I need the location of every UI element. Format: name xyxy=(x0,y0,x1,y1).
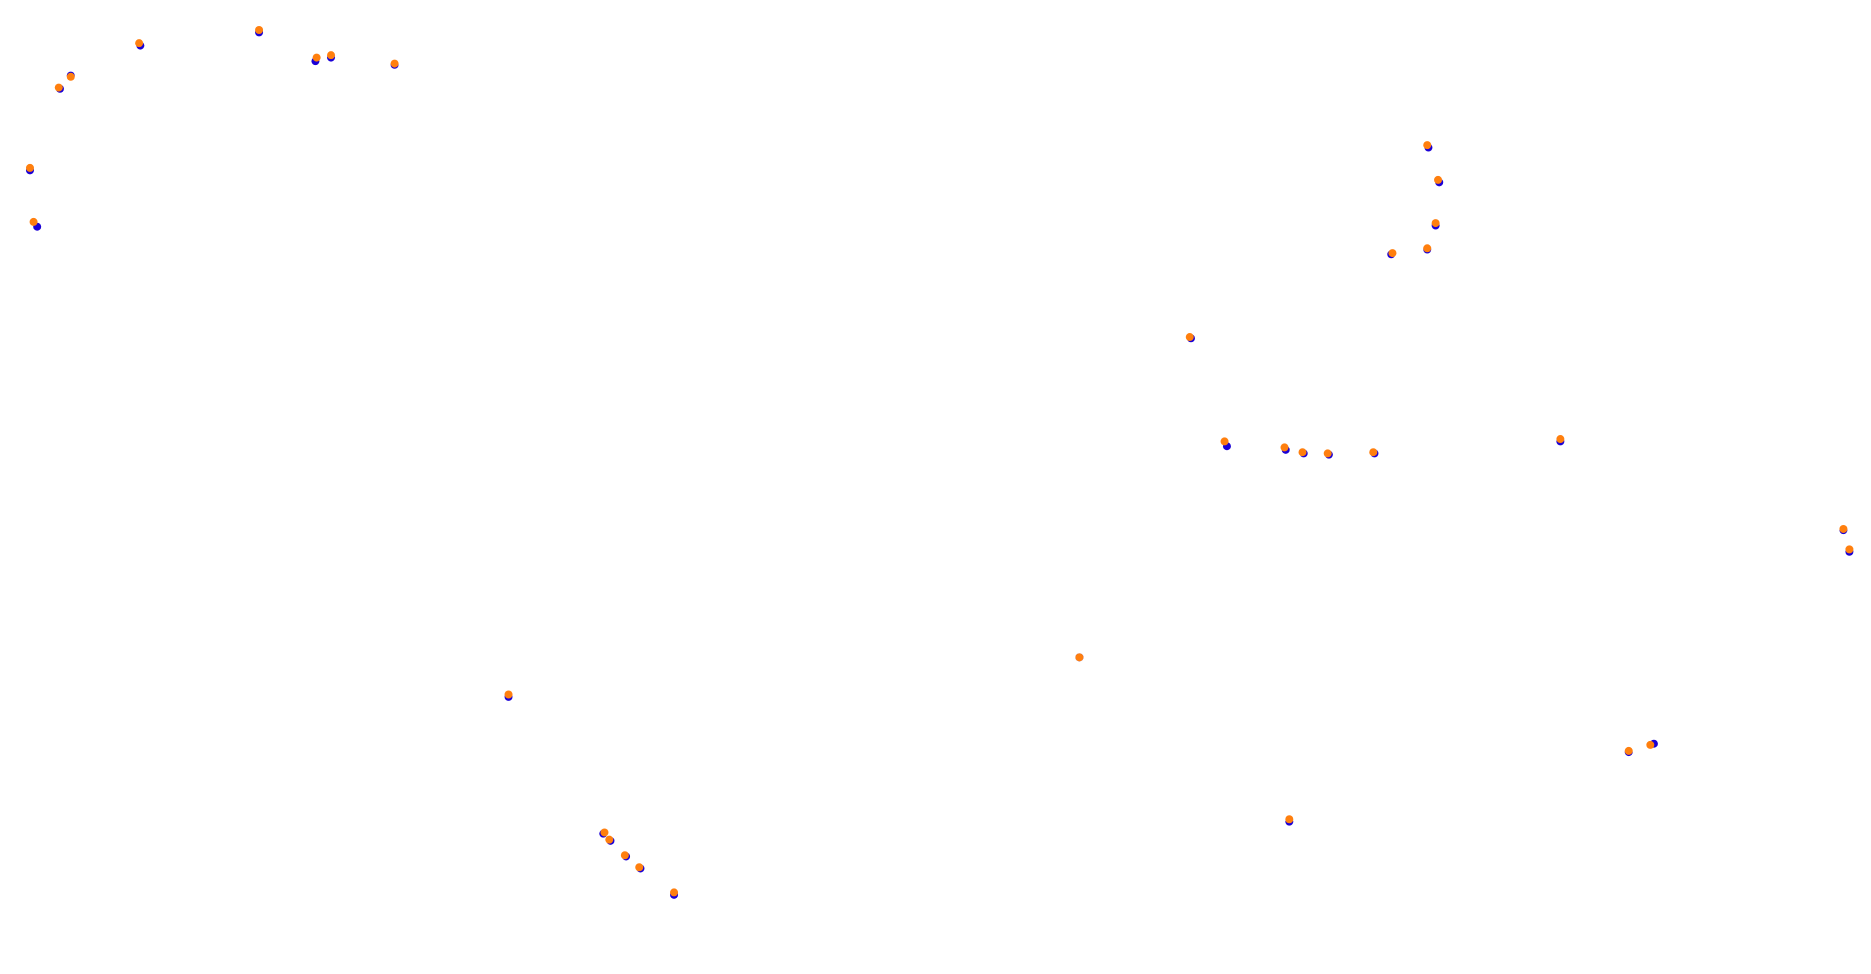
point xyxy=(1280,443,1289,452)
point xyxy=(1845,545,1854,554)
point xyxy=(670,888,679,897)
point xyxy=(1220,437,1229,446)
point xyxy=(620,851,629,860)
point xyxy=(1388,249,1397,258)
point xyxy=(1431,219,1440,228)
point xyxy=(635,863,644,872)
point xyxy=(1624,746,1633,755)
point xyxy=(255,25,264,34)
point xyxy=(29,217,38,226)
point xyxy=(54,83,63,92)
point xyxy=(1423,244,1432,253)
point xyxy=(504,690,513,699)
point xyxy=(1556,435,1565,444)
point xyxy=(1323,449,1332,458)
point xyxy=(1185,333,1194,342)
point xyxy=(1839,524,1848,533)
point xyxy=(600,828,609,837)
point xyxy=(25,163,34,172)
point xyxy=(1646,740,1655,749)
point xyxy=(312,53,321,62)
point xyxy=(135,39,144,48)
point xyxy=(605,835,614,844)
point xyxy=(66,72,75,81)
point xyxy=(1434,175,1443,184)
point xyxy=(1075,653,1084,662)
point xyxy=(1285,815,1294,824)
point xyxy=(390,59,399,68)
point xyxy=(327,51,336,60)
point xyxy=(1423,141,1432,150)
point xyxy=(1369,448,1378,457)
point xyxy=(1298,448,1307,457)
